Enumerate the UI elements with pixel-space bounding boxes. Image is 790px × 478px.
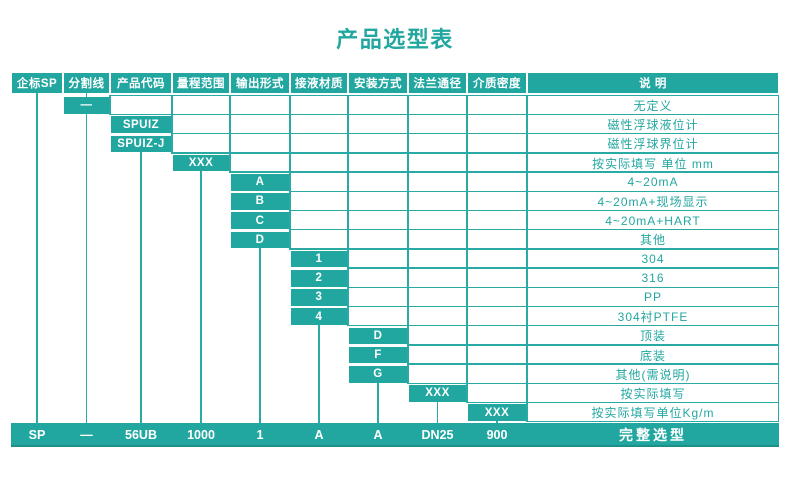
grid-hline — [290, 229, 779, 231]
grid-vline-flange-size — [466, 94, 468, 404]
grid-vline-install-style — [407, 94, 409, 384]
summary-row: SP — 56UB 1000 1 A A DN25 900 完整选型 — [11, 423, 779, 447]
option-cell-product-code: SPUIZ-J — [111, 135, 171, 153]
option-description: 磁性浮球液位计 — [607, 118, 699, 133]
option-description: 按实际填写 单位 mm — [592, 156, 714, 171]
header-cell-wetted-material: 接液材质 — [291, 73, 347, 93]
option-description: 其他 — [639, 233, 666, 248]
option-description: 无定义 — [633, 98, 673, 113]
header-cell-description: 说 明 — [528, 73, 778, 93]
option-cell-install-style: D — [349, 327, 407, 345]
option-cell-product-code: SPUIZ — [111, 116, 171, 133]
grid-hline — [290, 248, 779, 250]
option-cell-wetted-material: 1 — [291, 250, 347, 268]
grid-hline — [348, 286, 779, 288]
option-cell-medium-density: XXX — [468, 404, 526, 421]
option-cell-range: XXX — [173, 154, 229, 172]
grid-hline — [408, 382, 779, 384]
summary-value-install-style: A — [373, 428, 383, 442]
grid-hline — [408, 363, 779, 365]
option-description: 底装 — [639, 348, 666, 363]
grid-vline-product-code — [171, 94, 173, 154]
grid-vline-medium-density — [526, 94, 528, 423]
grid-vline-output-form — [289, 94, 291, 250]
option-description: 304衬PTFE — [617, 310, 689, 325]
option-description: 按实际填写 — [620, 386, 686, 401]
option-description: 4~20mA+现场显示 — [597, 194, 709, 209]
summary-value-divider: — — [80, 428, 93, 442]
leader-line-wetted-material — [318, 324, 320, 423]
option-description: 4~20mA+HART — [605, 213, 701, 228]
summary-label: 完整选型 — [619, 427, 687, 443]
product-selection-table: 企标SP 分割线 产品代码 量程范围 输出形式 接液材质 安装方式 法兰通径 介质密度说 明 — 无… — [11, 73, 779, 448]
summary-value-range: 1000 — [187, 428, 215, 442]
leader-line-flange-size — [436, 401, 439, 423]
grid-hline — [348, 325, 779, 327]
grid-hline — [527, 421, 779, 423]
summary-value-flange-size: DN25 — [421, 428, 454, 442]
option-description: 304 — [641, 252, 665, 267]
leader-line-medium-density — [496, 420, 498, 423]
option-description: PP — [643, 290, 662, 305]
leader-line-install-style — [377, 382, 379, 423]
grid-hline — [348, 267, 779, 269]
option-description: 316 — [641, 271, 665, 286]
grid-vline-divider — [109, 94, 111, 116]
option-cell-wetted-material: 3 — [291, 289, 347, 306]
grid-hline — [290, 190, 779, 192]
grid-hline — [230, 171, 779, 173]
option-cell-output-form: A — [231, 174, 289, 191]
header-cell-output-form: 输出形式 — [231, 73, 289, 93]
header-cell-install-style: 安装方式 — [349, 73, 407, 93]
option-cell-install-style: G — [349, 366, 407, 383]
page-title: 产品选型表 — [336, 27, 454, 52]
option-cell-output-form: D — [231, 231, 289, 249]
leader-line-product-code — [140, 152, 142, 423]
summary-value-wetted-material: A — [314, 428, 324, 442]
summary-value-output-form: 1 — [256, 428, 264, 442]
header-cell-divider: 分割线 — [64, 73, 109, 93]
grid-hline — [408, 344, 779, 346]
grid-hline — [110, 113, 779, 116]
option-description: 4~20mA — [627, 175, 679, 190]
option-cell-output-form: C — [231, 212, 289, 229]
grid-vline-wetted-material — [347, 94, 349, 327]
option-cell-wetted-material: 2 — [291, 270, 347, 287]
header-cell-product-code: 产品代码 — [111, 73, 171, 93]
option-description: 其他(需说明) — [615, 367, 691, 382]
option-description: 顶装 — [639, 329, 666, 344]
summary-value-std-sp: SP — [28, 428, 46, 442]
option-description: 磁性浮球界位计 — [607, 137, 699, 152]
grid-vline-description — [777, 94, 779, 423]
summary-value-medium-density: 900 — [486, 428, 508, 442]
grid-hline — [467, 401, 779, 404]
header-cell-std-sp: 企标SP — [12, 73, 62, 93]
summary-value-product-code: 56UB — [125, 428, 157, 442]
option-cell-wetted-material: 4 — [291, 308, 347, 325]
grid-hline — [290, 209, 779, 212]
option-cell-divider: — — [64, 97, 109, 114]
leader-line-std-sp — [36, 93, 38, 423]
option-cell-flange-size: XXX — [409, 385, 466, 402]
grid-hline — [172, 133, 779, 135]
leader-line-divider — [85, 93, 88, 423]
option-cell-output-form: B — [231, 193, 289, 210]
leader-line-range — [200, 171, 202, 423]
header-cell-range: 量程范围 — [173, 73, 229, 93]
header-cell-medium-density: 介质密度 — [468, 73, 526, 93]
option-description: 按实际填写单位Kg/m — [591, 406, 715, 421]
option-cell-install-style: F — [349, 346, 407, 364]
grid-hline — [110, 94, 779, 96]
grid-hline — [348, 305, 779, 308]
grid-vline-range — [229, 94, 231, 173]
grid-hline — [172, 152, 779, 154]
leader-line-output-form — [259, 248, 261, 423]
header-cell-flange-size: 法兰通径 — [409, 73, 466, 93]
